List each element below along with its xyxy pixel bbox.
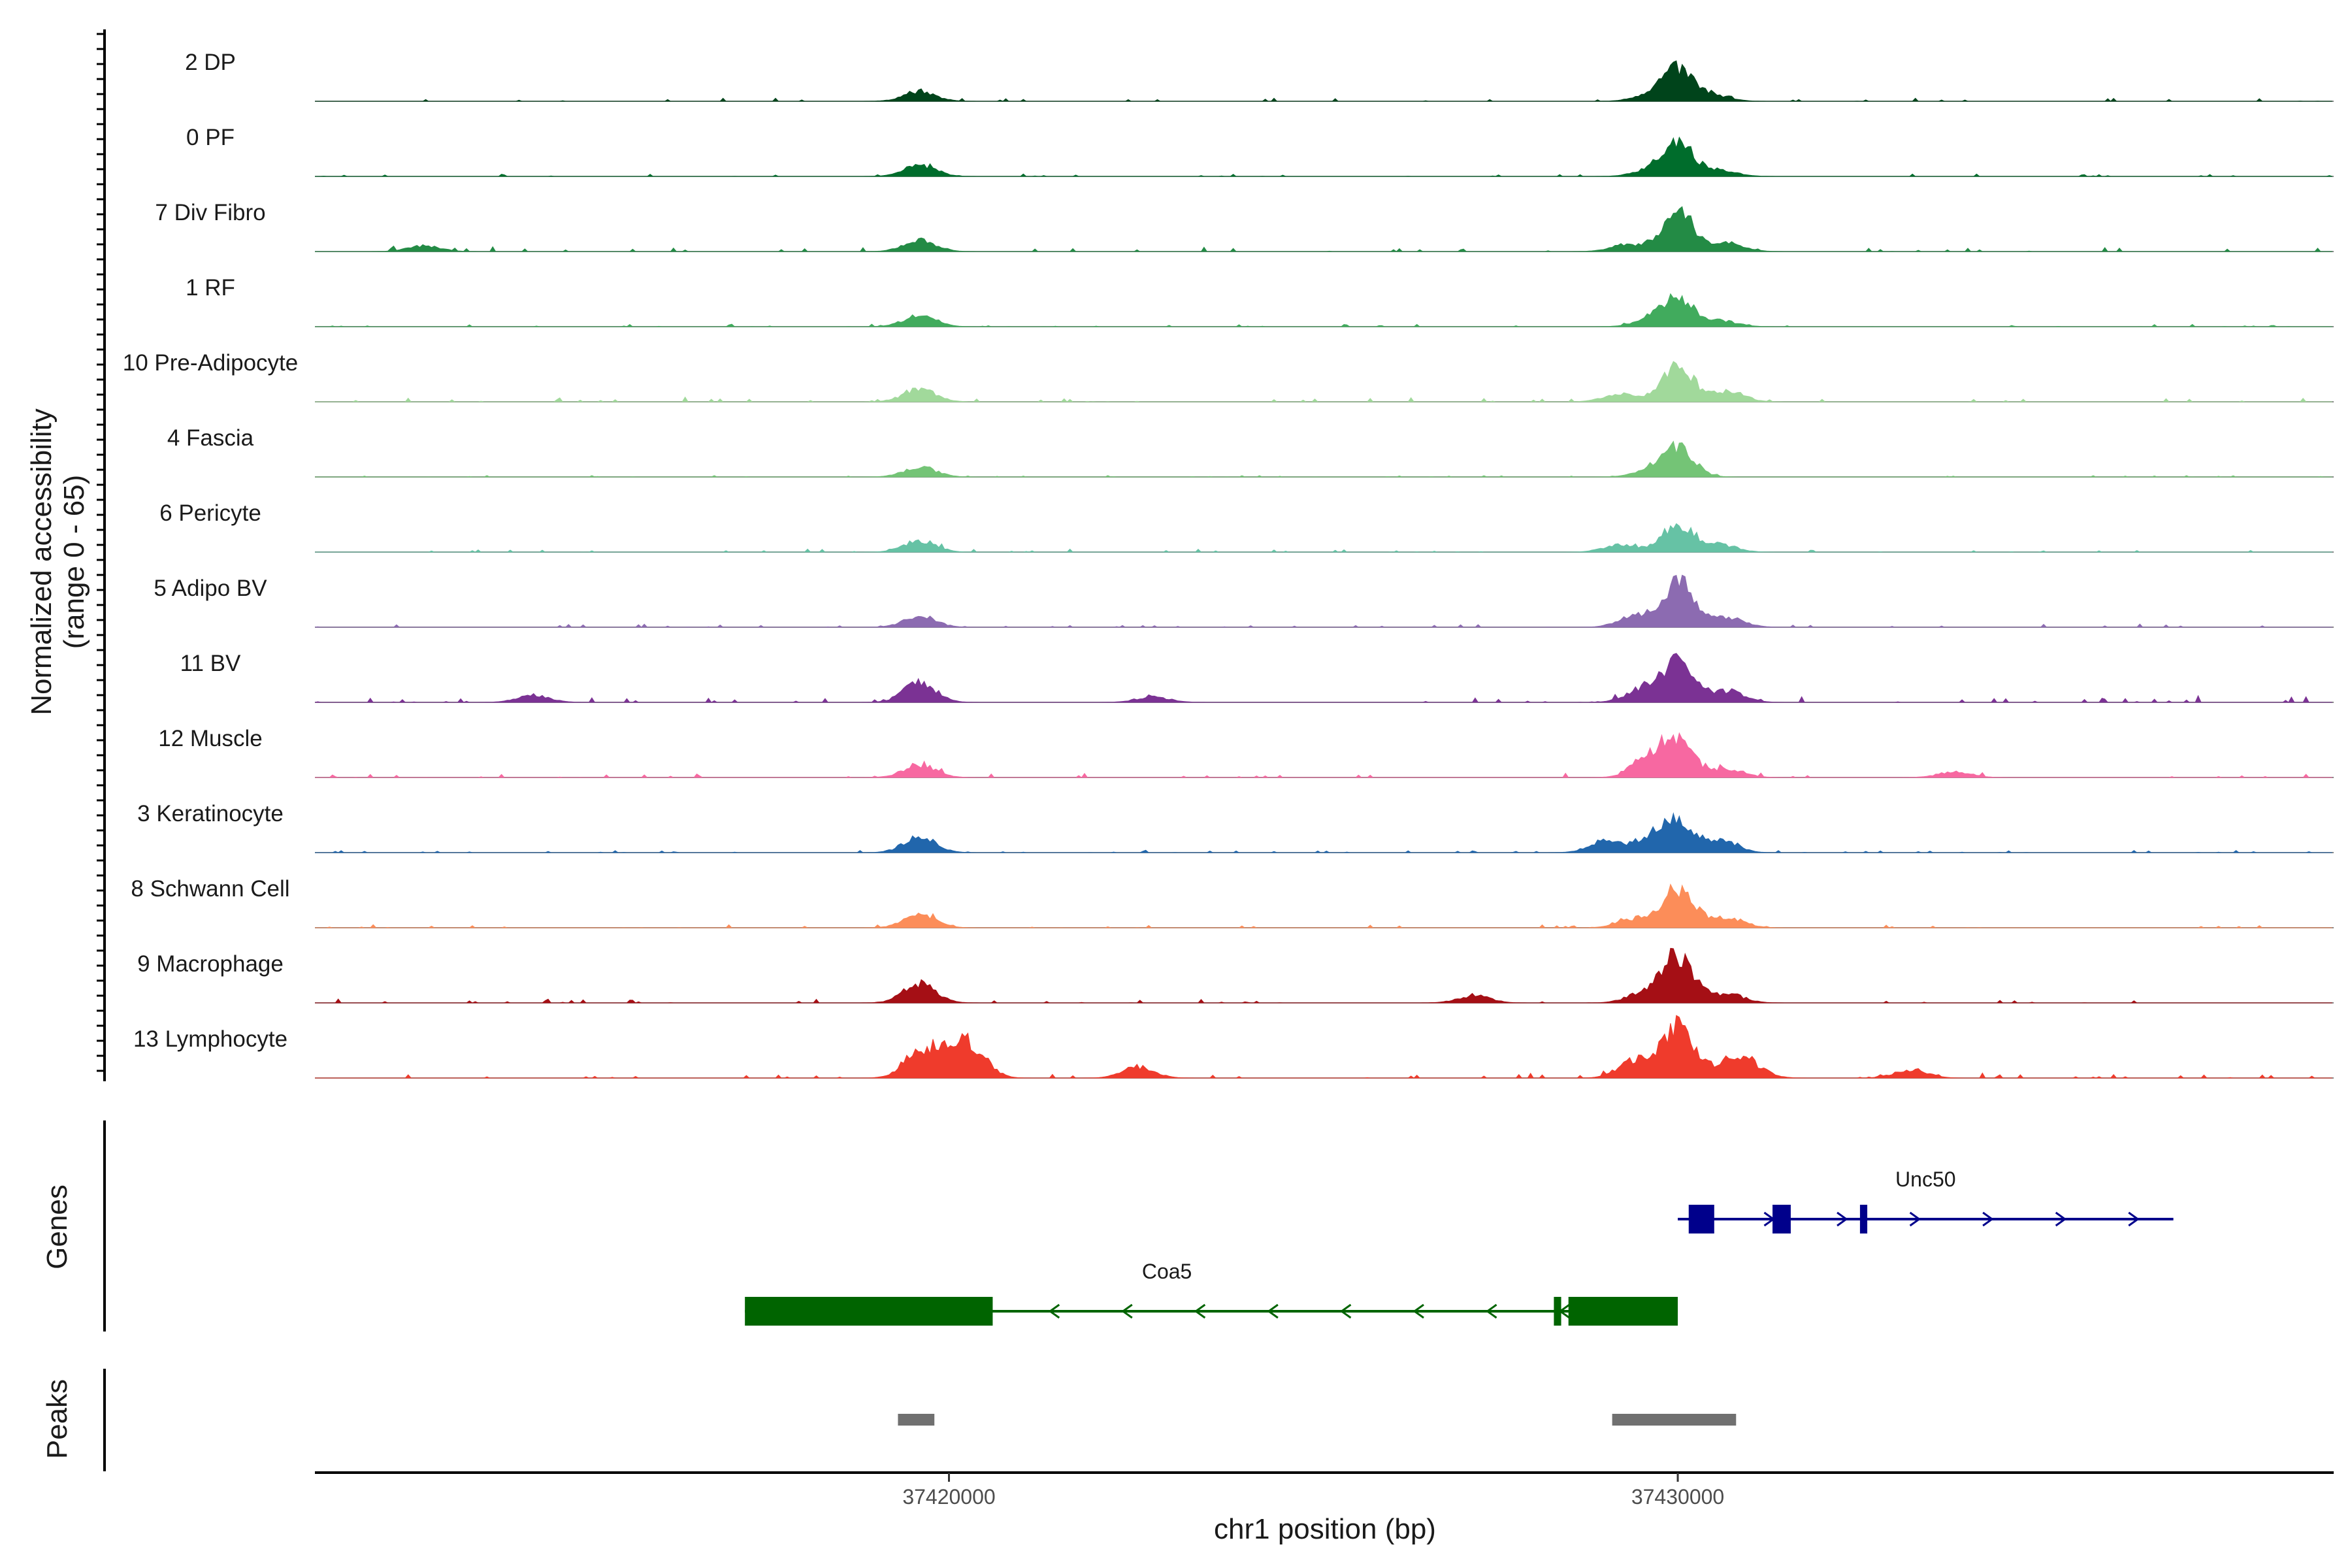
gene-label: Coa5 <box>1142 1260 1192 1283</box>
strand-arrow <box>1267 1303 1279 1319</box>
genes-panel: Unc50 Coa5 <box>103 1120 2174 1331</box>
track-7-div-fibro: 7 Div Fibro <box>155 200 2334 252</box>
track-3-keratinocyte: 3 Keratinocyte <box>137 801 2334 853</box>
track-9-macrophage: 9 Macrophage <box>137 947 2334 1004</box>
coverage-area <box>315 136 2332 177</box>
track-12-muscle: 12 Muscle <box>158 726 2334 778</box>
track-label: 9 Macrophage <box>137 951 284 977</box>
gene-exon <box>1568 1297 1678 1326</box>
coverage-area <box>315 947 2332 1004</box>
strand-arrow <box>1339 1303 1352 1319</box>
strand-arrow <box>1048 1303 1060 1319</box>
gene-exon <box>1772 1205 1791 1233</box>
strand-arrow <box>1982 1211 1994 1227</box>
coverage-panel: 2 DP 0 PF 7 Div Fibro 1 RF 10 Pre-Adipocyte 4… <box>97 29 2334 1081</box>
track-11-bv: 11 BV <box>180 651 2334 703</box>
strand-arrow <box>1194 1303 1206 1319</box>
y-axis-title-line2: (range 0 - 65) <box>58 475 90 649</box>
gene-exon <box>1688 1205 1714 1233</box>
coverage-area <box>315 883 2332 928</box>
track-label: 6 Pericyte <box>159 500 261 526</box>
gene-exon <box>745 1297 993 1326</box>
strand-arrow <box>1909 1211 1921 1227</box>
track-4-fascia: 4 Fascia <box>167 425 2334 478</box>
strand-arrow <box>2128 1211 2140 1227</box>
track-6-pericyte: 6 Pericyte <box>159 500 2334 553</box>
track-5-adipo-bv: 5 Adipo BV <box>154 574 2334 628</box>
track-label: 12 Muscle <box>158 726 263 751</box>
gene-exon <box>1554 1297 1561 1326</box>
strand-arrow <box>1485 1303 1497 1319</box>
x-tick-label: 37420000 <box>902 1485 995 1509</box>
peak-region <box>1612 1414 1737 1426</box>
track-2-dp: 2 DP <box>185 50 2334 102</box>
peaks-panel-title: Peaks <box>41 1379 73 1459</box>
genes-panel-title: Genes <box>41 1184 73 1269</box>
track-label: 7 Div Fibro <box>155 200 265 225</box>
coverage-area <box>315 361 2332 402</box>
peak-region <box>898 1414 935 1426</box>
track-label: 8 Schwann Cell <box>131 876 289 902</box>
track-label: 13 Lymphocyte <box>133 1026 287 1052</box>
coverage-area <box>315 440 2332 478</box>
coverage-area <box>315 812 2332 853</box>
track-label: 4 Fascia <box>167 425 254 451</box>
x-axis-title: chr1 position (bp) <box>1214 1513 1436 1545</box>
coverage-area <box>315 1015 2332 1079</box>
gene-coa5: Coa5 <box>745 1260 1678 1326</box>
track-label: 11 BV <box>180 651 241 676</box>
strand-arrow <box>1837 1211 1848 1227</box>
strand-arrow <box>1121 1303 1133 1319</box>
x-axis: 37420000 37430000 <box>315 1471 2334 1509</box>
coverage-area <box>315 732 2332 778</box>
track-label: 2 DP <box>185 50 236 75</box>
coverage-area <box>314 653 2332 703</box>
track-label: 0 PF <box>186 125 235 150</box>
track-label: 5 Adipo BV <box>154 576 267 601</box>
track-13-lymphocyte: 13 Lymphocyte <box>133 1015 2334 1079</box>
coverage-area <box>315 206 2332 252</box>
track-10-pre-adipocyte: 10 Pre-Adipocyte <box>123 350 2334 402</box>
track-1-rf: 1 RF <box>186 275 2334 327</box>
track-label: 3 Keratinocyte <box>137 801 284 826</box>
coverage-area <box>315 523 2332 553</box>
strand-arrow <box>1413 1303 1424 1319</box>
track-8-schwann-cell: 8 Schwann Cell <box>131 876 2334 928</box>
track-0-pf: 0 PF <box>186 125 2334 177</box>
peaks-panel <box>103 1369 1737 1471</box>
gene-label: Unc50 <box>1895 1168 1956 1191</box>
strand-arrow <box>2055 1211 2067 1227</box>
gene-exon <box>1859 1205 1868 1233</box>
coverage-area <box>315 293 2332 327</box>
coverage-area <box>315 60 2332 102</box>
track-label: 10 Pre-Adipocyte <box>123 350 298 376</box>
track-label: 1 RF <box>186 275 235 301</box>
coverage-area <box>314 574 2332 628</box>
y-axis-title-line1: Normalized accessibility <box>25 408 57 715</box>
gene-unc50: Unc50 <box>1678 1168 2174 1233</box>
x-tick-label: 37430000 <box>1631 1485 1724 1509</box>
